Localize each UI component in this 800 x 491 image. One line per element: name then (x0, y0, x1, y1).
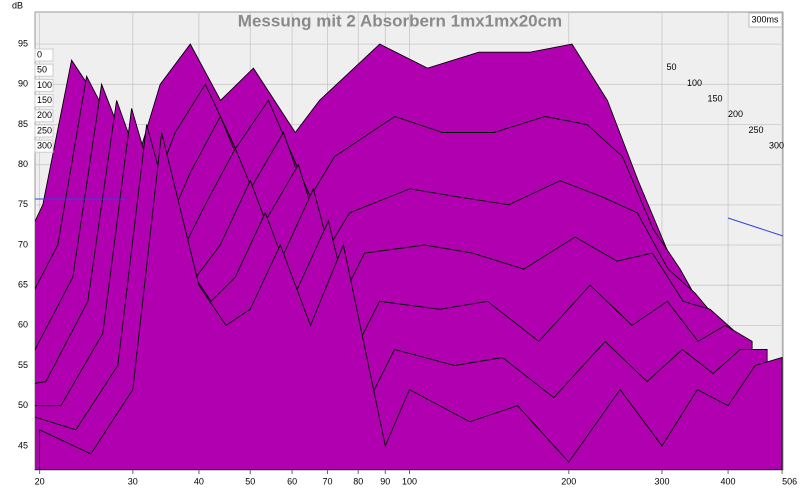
depth-tag-box (34, 139, 54, 153)
depth-tag-box (34, 48, 54, 62)
depth-tag: 0 (37, 49, 42, 59)
depth-tag: 100 (687, 78, 702, 88)
x-tick-label: 20 (35, 476, 45, 486)
labels: 45 50 55 60 65 70 75 80 85 90 95 20 30 40 50 60 70 80 90 10… (18, 39, 800, 487)
x-tick-label: 506 Hz (782, 476, 800, 486)
x-tick-label: 300 (654, 476, 669, 486)
x-tick-label: 40 (194, 476, 204, 486)
x-tick-label: 60 (287, 476, 297, 486)
y-tick-label: 50 (18, 400, 28, 410)
y-axis-label: dB (12, 0, 23, 10)
x-tick-label: 70 (323, 476, 333, 486)
y-tick-label: 85 (18, 119, 28, 129)
slices (35, 43, 783, 470)
depth-tag: 50 (37, 65, 47, 75)
y-tick-label: 45 (18, 440, 28, 450)
y-tick-label: 55 (18, 360, 28, 370)
depth-tag-box (34, 94, 54, 108)
y-tick-label: 90 (18, 79, 28, 89)
depth-tag: 250 (37, 125, 52, 135)
y-tick-label: 70 (18, 239, 28, 249)
x-tick-label: 200 (561, 476, 576, 486)
x-tick-label: 100 (402, 476, 417, 486)
depth-tag: 200 (728, 109, 743, 119)
x-tick-label: 80 (353, 476, 363, 486)
depth-tag: 150 (37, 95, 52, 105)
x-tick-label: 90 (380, 476, 390, 486)
floor-line (727, 217, 784, 237)
x-tick-label: 400 (721, 476, 736, 486)
y-tick-label: 95 (18, 39, 28, 49)
y-tick-label: 60 (18, 320, 28, 330)
y-tick-label: 65 (18, 280, 28, 290)
depth-tag: 250 (749, 125, 764, 135)
depth-label: 300ms (751, 14, 779, 24)
waterfall-slice (39, 132, 783, 470)
x-tick-label: 50 (245, 476, 255, 486)
depth-tag-box (34, 124, 54, 138)
depth-tag: 150 (708, 93, 723, 103)
chart-title: Messung mit 2 Absorbern 1mx1mx20cm (238, 11, 562, 30)
y-tick-label: 75 (18, 199, 28, 209)
depth-tag-box (34, 78, 54, 92)
depth-box (748, 12, 783, 28)
depth-tag: 50 (667, 62, 677, 72)
y-tick-label: 80 (18, 159, 28, 169)
depth-tag-box (34, 109, 54, 123)
depth-tag: 200 (37, 110, 52, 120)
depth-tag: 100 (37, 80, 52, 90)
x-tick-label: 30 (128, 476, 138, 486)
depth-tag-box (34, 63, 54, 77)
depth-tag: 300 (769, 141, 784, 151)
depth-tag: 300 (37, 141, 52, 151)
